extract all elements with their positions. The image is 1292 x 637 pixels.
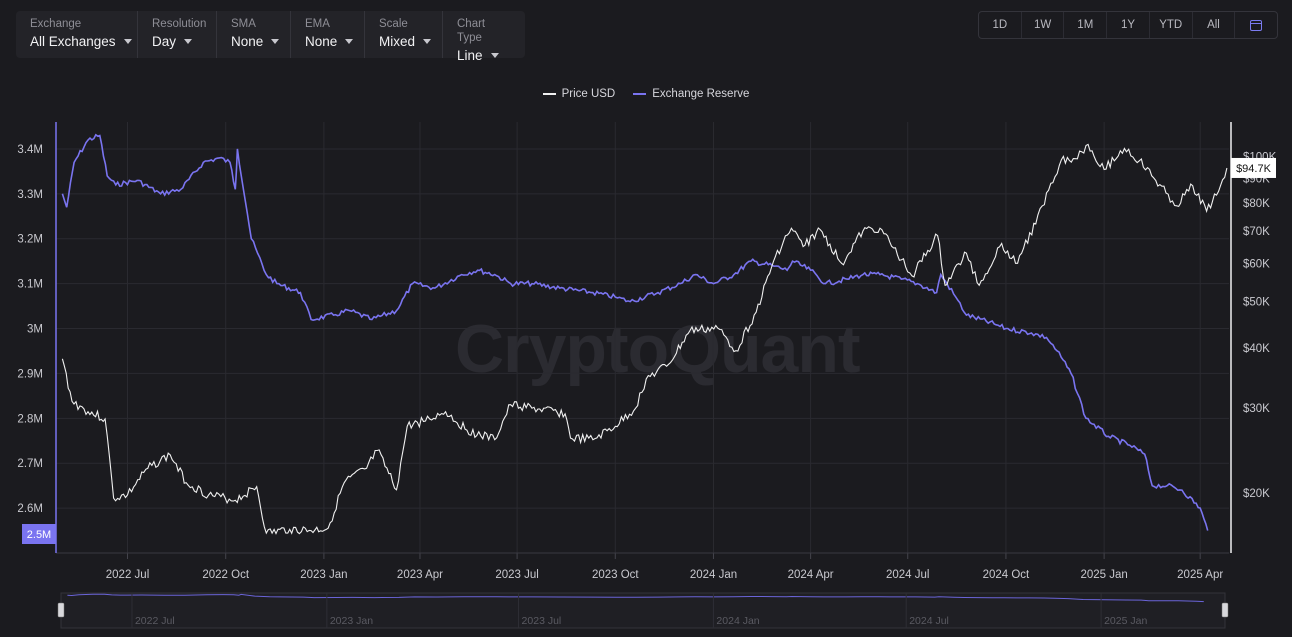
navigator-series-line [67, 593, 1204, 603]
range-selector: 1D 1W 1M 1Y YTD All [978, 11, 1278, 39]
x-axis-tick: 2023 Jan [300, 569, 347, 581]
x-axis-tick: 2025 Jan [1080, 569, 1127, 581]
sma-value: None [231, 34, 264, 49]
exchange-select[interactable]: Exchange All Exchanges [16, 11, 138, 58]
x-axis-tick: 2022 Jul [106, 569, 149, 581]
right-axis-tick: $30K [1243, 403, 1270, 415]
x-axis-tick: 2024 Jan [690, 569, 737, 581]
legend-swatch-reserve [633, 93, 647, 95]
navigator-tick: 2024 Jan [716, 615, 759, 627]
navigator-tick: 2022 Jul [135, 615, 175, 627]
x-axis-tick: 2025 Apr [1177, 569, 1223, 581]
right-axis-tick: $20K [1243, 488, 1270, 500]
legend-swatch-price [542, 93, 556, 95]
range-ytd-button[interactable]: YTD [1150, 12, 1193, 38]
x-axis-tick: 2023 Oct [592, 569, 639, 581]
navigator-handle-left[interactable] [57, 602, 65, 618]
resolution-label: Resolution [152, 18, 207, 30]
chevron-down-icon [345, 39, 354, 44]
navigator-handle-right[interactable] [1221, 602, 1229, 618]
left-axis-tick: 2.9M [17, 368, 43, 380]
ema-label: EMA [305, 18, 330, 30]
scale-select[interactable]: Scale Mixed [365, 11, 443, 58]
navigator-tick: 2023 Jul [522, 615, 562, 627]
legend-label-price: Price USD [561, 88, 616, 100]
ema-value: None [305, 34, 338, 49]
chevron-down-icon [271, 39, 280, 44]
scale-value: Mixed [379, 34, 416, 49]
calendar-icon [1250, 19, 1263, 31]
left-axis-tick: 3M [27, 324, 43, 336]
x-axis-tick: 2024 Oct [983, 569, 1030, 581]
right-axis-tick: $40K [1243, 343, 1270, 355]
navigator-tick: 2024 Jul [909, 615, 949, 627]
reserve-current-label: 2.5M [27, 529, 51, 541]
chart-controls: Exchange All Exchanges Resolution Day SM… [16, 11, 525, 63]
ema-select[interactable]: EMA None [291, 11, 365, 58]
left-axis-tick: 3.3M [17, 189, 43, 201]
left-axis-tick: 2.7M [17, 458, 43, 470]
x-axis-tick: 2024 Apr [788, 569, 834, 581]
exchange-label: Exchange [30, 18, 82, 30]
price-current-label: $94.7K [1236, 163, 1272, 175]
left-axis-tick: 3.2M [17, 234, 43, 246]
price-current-badge [1231, 157, 1276, 178]
navigator-tick: 2023 Jan [330, 615, 373, 627]
chevron-down-icon [123, 39, 132, 44]
left-axis-tick: 3.1M [17, 279, 43, 291]
watermark-logo: CryptoQuant [455, 311, 861, 387]
sma-select[interactable]: SMA None [217, 11, 291, 58]
left-axis-tick: 3.4M [17, 144, 43, 156]
right-axis-tick: $70K [1243, 226, 1270, 238]
chart-legend: Price USD Exchange Reserve [0, 88, 1292, 100]
range-all-button[interactable]: All [1193, 12, 1236, 38]
right-axis-tick: $60K [1243, 258, 1270, 270]
right-axis-tick: $80K [1243, 198, 1270, 210]
x-axis-tick: 2024 Jul [886, 569, 929, 581]
series-line-exchange-reserve [61, 133, 1209, 531]
left-axis-tick: 2.6M [17, 503, 43, 515]
x-axis-tick: 2022 Oct [202, 569, 249, 581]
legend-item-reserve[interactable]: Exchange Reserve [633, 88, 749, 100]
x-axis-tick: 2023 Jul [495, 569, 538, 581]
resolution-value: Day [152, 34, 177, 49]
chart-type-value: Line [457, 48, 483, 63]
exchange-value: All Exchanges [30, 34, 116, 49]
chart-type-select[interactable]: Chart Type Line [443, 11, 525, 63]
chevron-down-icon [423, 39, 432, 44]
chevron-down-icon [184, 39, 193, 44]
range-1w-button[interactable]: 1W [1022, 12, 1065, 38]
legend-label-reserve: Exchange Reserve [652, 88, 750, 100]
series-line-price-usd [61, 143, 1228, 535]
legend-item-price[interactable]: Price USD [542, 88, 616, 100]
reserve-current-badge [22, 524, 56, 544]
range-1y-button[interactable]: 1Y [1107, 12, 1150, 38]
calendar-button[interactable] [1235, 12, 1277, 38]
navigator-tick: 2025 Jan [1104, 615, 1147, 627]
scale-label: Scale [379, 18, 408, 30]
range-1d-button[interactable]: 1D [979, 12, 1022, 38]
chart-type-label: Chart Type [457, 18, 486, 44]
x-axis-tick: 2023 Apr [397, 569, 443, 581]
chevron-down-icon [490, 53, 499, 58]
range-1m-button[interactable]: 1M [1064, 12, 1108, 38]
resolution-select[interactable]: Resolution Day [138, 11, 217, 58]
right-axis-tick: $50K [1243, 296, 1270, 308]
sma-label: SMA [231, 18, 256, 30]
left-axis-tick: 2.8M [17, 413, 43, 425]
